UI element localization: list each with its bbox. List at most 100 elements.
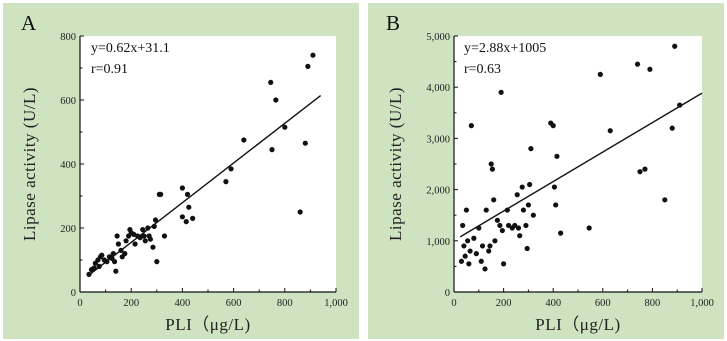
panel-a-data-point: [302, 140, 308, 146]
panel-a-data-point: [183, 219, 189, 225]
panel-b-data-point: [527, 181, 533, 188]
panel-b-data-point: [497, 222, 503, 229]
panel-b-data-point: [483, 207, 489, 213]
panel-a-data-point: [310, 52, 316, 58]
panel-b-y-tick-label: 1,000: [426, 237, 450, 248]
panel-a-data-point: [142, 238, 148, 244]
panel-b: B y=2.88x+1005 r=0.63 PLI（μg/L) Lipase a…: [368, 3, 724, 339]
panel-a-data-point: [154, 259, 160, 265]
panel-b-data-point: [647, 66, 653, 72]
panel-b-x-tick-label: 600: [595, 298, 611, 309]
panel-b-data-point: [468, 123, 474, 129]
panel-a-data-point: [305, 63, 311, 69]
panel-a-data-point: [96, 263, 102, 269]
panel-a-data-point: [118, 247, 124, 253]
panel-b-y-tick-label: 2,000: [426, 186, 450, 197]
panel-b-letter: B: [386, 11, 400, 35]
panel-a-data-point: [114, 233, 120, 239]
panel-a-data-point: [228, 166, 234, 172]
panel-b-data-point: [642, 166, 648, 172]
panel-b-data-point: [486, 248, 492, 254]
panel-a-data-point: [152, 217, 159, 223]
panel-a-data-point: [269, 147, 275, 153]
panel-b-data-point: [467, 248, 473, 254]
panel-a-data-point: [158, 191, 164, 197]
panel-a: A y=0.62x+31.1 r=0.91 PLI（μg/L) Lipase a…: [3, 3, 359, 339]
panel-a-data-point: [282, 124, 288, 130]
panel-a-data-point: [147, 236, 153, 242]
panel-b-x-tick-label: 0: [451, 298, 456, 309]
panel-b-data-point: [504, 207, 510, 213]
panel-a-data-point: [186, 204, 192, 210]
panel-a-data-point: [140, 227, 146, 233]
panel-a-data-point: [179, 214, 185, 220]
panel-b-y-tick-label: 4,000: [426, 83, 450, 94]
panel-b-data-point: [479, 243, 486, 249]
panel-b-x-tick-label: 1,000: [690, 298, 714, 309]
panel-a-data-point: [161, 233, 168, 239]
panel-a-letter: A: [21, 11, 37, 35]
panel-b-data-point: [677, 102, 683, 108]
panel-b-x-tick-label: 800: [645, 298, 661, 309]
panel-a-data-point: [110, 251, 116, 257]
panel-a-data-point: [132, 241, 138, 247]
panel-b-data-point: [672, 43, 678, 49]
panel-b-data-point: [494, 217, 500, 223]
panel-a-data-point: [86, 271, 92, 277]
panel-b-data-point: [550, 123, 556, 129]
panel-b-equation: y=2.88x+1005: [464, 41, 546, 56]
panel-b-y-tick-label: 3,000: [426, 134, 450, 145]
panel-a-data-point: [241, 137, 247, 143]
panel-b-y-tick-label: 0: [445, 288, 450, 299]
panel-a-x-tick-label: 800: [277, 298, 293, 309]
panel-b-data-point: [465, 238, 471, 244]
panel-b-data-point: [501, 261, 507, 267]
panel-a-data-point: [150, 244, 156, 250]
panel-b-marks: 0 200 400 600 800 1,000 0 1,000 2,000 3,000 4,000 5…: [426, 32, 713, 309]
panel-a-x-tick-label: 200: [123, 298, 139, 309]
panel-b-data-point: [514, 192, 520, 198]
panel-a-y-tick-label: 200: [60, 224, 76, 235]
panel-b-data-point: [669, 125, 675, 131]
panel-b-data-point: [517, 233, 523, 239]
panel-b-data-point: [520, 207, 527, 213]
panel-b-data-point: [551, 184, 558, 190]
panel-b-y-tick-label: 5,000: [426, 32, 450, 43]
panel-a-data-point: [145, 225, 151, 231]
panel-a-x-axis-title: PLI（μg/L): [165, 315, 250, 334]
panel-a-y-tick-label: 400: [60, 160, 76, 171]
panel-a-x-tick-label: 1,000: [324, 298, 348, 309]
panel-b-data-point: [488, 161, 494, 167]
panel-a-data-point: [123, 238, 129, 244]
panel-a-data-point: [91, 265, 97, 271]
panel-b-data-point: [554, 153, 560, 159]
panel-b-data-point: [637, 169, 643, 175]
panel-a-data-point: [115, 241, 121, 247]
panel-a-x-tick-label: 0: [77, 298, 82, 309]
panel-b-data-point: [634, 61, 641, 67]
panel-b-data-point: [471, 235, 477, 241]
panel-a-regression-line: [87, 94, 322, 277]
panel-a-x-tick-label: 400: [175, 298, 191, 309]
panel-a-r-value: r=0.91: [91, 62, 128, 77]
panel-b-data-point: [476, 225, 482, 231]
panel-a-data-point: [190, 215, 196, 221]
panel-a-data-point: [184, 191, 191, 197]
panel-b-regression-line: [459, 92, 703, 238]
panel-a-equation: y=0.62x+31.1: [91, 41, 170, 56]
panel-b-data-point: [530, 212, 536, 218]
panel-b-data-point: [478, 258, 484, 264]
panel-b-data-point: [597, 71, 603, 77]
panel-b-data-point: [519, 184, 525, 190]
panel-a-data-point: [141, 233, 147, 239]
panel-a-y-tick-label: 800: [60, 32, 76, 43]
panel-b-data-point: [525, 202, 532, 208]
panel-b-data-point: [607, 128, 613, 134]
panel-b-x-tick-label: 200: [496, 298, 512, 309]
panel-a-marks: 0 200 400 600 800 1,000 0 200 400 600 800: [60, 32, 348, 309]
panel-b-data-point: [482, 266, 488, 272]
panel-a-data-point: [179, 185, 185, 191]
panel-a-data-point: [122, 251, 128, 257]
panel-b-data-point: [524, 245, 530, 252]
